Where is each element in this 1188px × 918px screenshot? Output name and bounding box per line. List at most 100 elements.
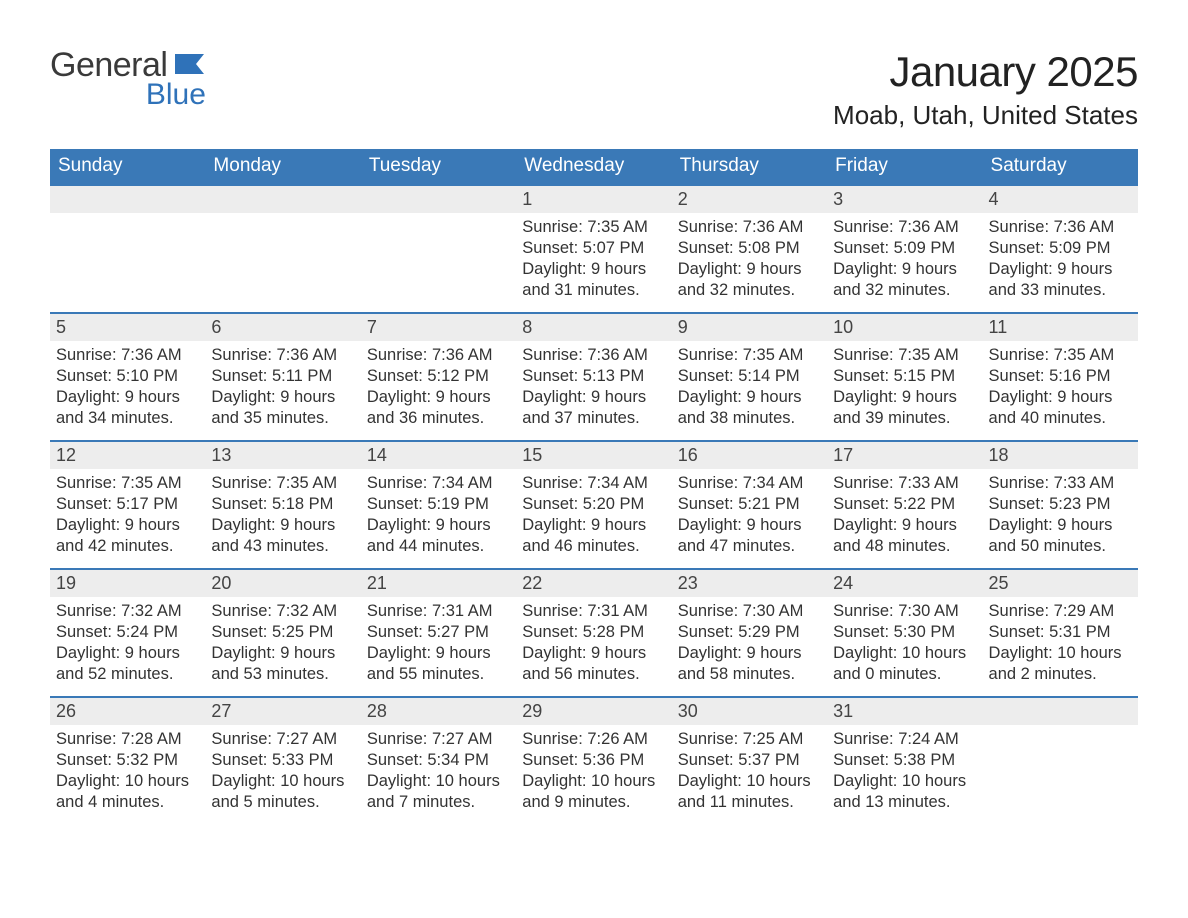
sunset-text: Sunset: 5:30 PM [833,622,976,643]
day1-text: Daylight: 10 hours [833,771,976,792]
day-number: 8 [516,312,671,341]
day1-text: Daylight: 9 hours [211,643,354,664]
calendar-week-row: 5Sunrise: 7:36 AMSunset: 5:10 PMDaylight… [50,312,1138,440]
day-number: 20 [205,568,360,597]
day-number: 13 [205,440,360,469]
day2-text: and 2 minutes. [989,664,1132,685]
day1-text: Daylight: 9 hours [367,515,510,536]
calendar-day-cell: 4Sunrise: 7:36 AMSunset: 5:09 PMDaylight… [983,184,1138,312]
calendar-day-cell: 5Sunrise: 7:36 AMSunset: 5:10 PMDaylight… [50,312,205,440]
day-details: Sunrise: 7:34 AMSunset: 5:19 PMDaylight:… [361,469,516,563]
calendar-day-cell: 15Sunrise: 7:34 AMSunset: 5:20 PMDayligh… [516,440,671,568]
day-details: Sunrise: 7:35 AMSunset: 5:17 PMDaylight:… [50,469,205,563]
sunrise-text: Sunrise: 7:35 AM [989,345,1132,366]
day2-text: and 48 minutes. [833,536,976,557]
day1-text: Daylight: 9 hours [367,387,510,408]
day-number: 7 [361,312,516,341]
sunset-text: Sunset: 5:15 PM [833,366,976,387]
day1-text: Daylight: 10 hours [56,771,199,792]
day-details: Sunrise: 7:35 AMSunset: 5:15 PMDaylight:… [827,341,982,435]
sunset-text: Sunset: 5:21 PM [678,494,821,515]
sunset-text: Sunset: 5:28 PM [522,622,665,643]
day-details: Sunrise: 7:36 AMSunset: 5:09 PMDaylight:… [983,213,1138,307]
day1-text: Daylight: 9 hours [211,387,354,408]
sunrise-text: Sunrise: 7:31 AM [522,601,665,622]
calendar-day-cell: 27Sunrise: 7:27 AMSunset: 5:33 PMDayligh… [205,696,360,824]
day2-text: and 32 minutes. [678,280,821,301]
sunrise-text: Sunrise: 7:30 AM [833,601,976,622]
day-number: 6 [205,312,360,341]
sunrise-text: Sunrise: 7:36 AM [833,217,976,238]
calendar-day-cell: 17Sunrise: 7:33 AMSunset: 5:22 PMDayligh… [827,440,982,568]
day2-text: and 34 minutes. [56,408,199,429]
day-number: 2 [672,184,827,213]
day-number: 29 [516,696,671,725]
day2-text: and 53 minutes. [211,664,354,685]
day-number: 21 [361,568,516,597]
day-number [50,184,205,213]
sunset-text: Sunset: 5:07 PM [522,238,665,259]
calendar-day-cell: 21Sunrise: 7:31 AMSunset: 5:27 PMDayligh… [361,568,516,696]
calendar-day-cell: 25Sunrise: 7:29 AMSunset: 5:31 PMDayligh… [983,568,1138,696]
day1-text: Daylight: 9 hours [522,387,665,408]
day2-text: and 32 minutes. [833,280,976,301]
day-number: 28 [361,696,516,725]
day-details: Sunrise: 7:36 AMSunset: 5:12 PMDaylight:… [361,341,516,435]
day-number: 23 [672,568,827,597]
day2-text: and 36 minutes. [367,408,510,429]
day1-text: Daylight: 9 hours [522,515,665,536]
day-number: 3 [827,184,982,213]
day-details: Sunrise: 7:34 AMSunset: 5:21 PMDaylight:… [672,469,827,563]
sunrise-text: Sunrise: 7:32 AM [56,601,199,622]
day1-text: Daylight: 9 hours [833,515,976,536]
day1-text: Daylight: 9 hours [833,387,976,408]
day1-text: Daylight: 9 hours [56,515,199,536]
day2-text: and 55 minutes. [367,664,510,685]
calendar-day-cell: 18Sunrise: 7:33 AMSunset: 5:23 PMDayligh… [983,440,1138,568]
day2-text: and 0 minutes. [833,664,976,685]
calendar-week-row: 26Sunrise: 7:28 AMSunset: 5:32 PMDayligh… [50,696,1138,824]
brand-logo: General Blue [50,48,208,112]
day2-text: and 43 minutes. [211,536,354,557]
sunset-text: Sunset: 5:23 PM [989,494,1132,515]
day2-text: and 47 minutes. [678,536,821,557]
sunrise-text: Sunrise: 7:36 AM [367,345,510,366]
sunrise-text: Sunrise: 7:32 AM [211,601,354,622]
day-number [361,184,516,213]
sunset-text: Sunset: 5:29 PM [678,622,821,643]
day1-text: Daylight: 9 hours [989,387,1132,408]
sunrise-text: Sunrise: 7:35 AM [522,217,665,238]
sunset-text: Sunset: 5:36 PM [522,750,665,771]
day-details: Sunrise: 7:33 AMSunset: 5:22 PMDaylight:… [827,469,982,563]
sunset-text: Sunset: 5:18 PM [211,494,354,515]
calendar-day-cell: 13Sunrise: 7:35 AMSunset: 5:18 PMDayligh… [205,440,360,568]
calendar-day-cell: 8Sunrise: 7:36 AMSunset: 5:13 PMDaylight… [516,312,671,440]
calendar-day-cell [50,184,205,312]
day-number: 17 [827,440,982,469]
day-details: Sunrise: 7:26 AMSunset: 5:36 PMDaylight:… [516,725,671,819]
day-details: Sunrise: 7:33 AMSunset: 5:23 PMDaylight:… [983,469,1138,563]
location-label: Moab, Utah, United States [833,100,1138,131]
sunset-text: Sunset: 5:22 PM [833,494,976,515]
sunset-text: Sunset: 5:31 PM [989,622,1132,643]
day-number: 11 [983,312,1138,341]
sunrise-text: Sunrise: 7:33 AM [833,473,976,494]
calendar-day-cell: 1Sunrise: 7:35 AMSunset: 5:07 PMDaylight… [516,184,671,312]
calendar-day-cell: 7Sunrise: 7:36 AMSunset: 5:12 PMDaylight… [361,312,516,440]
weekday-header: Monday [205,149,360,184]
title-block: January 2025 Moab, Utah, United States [833,48,1138,131]
calendar-day-cell: 23Sunrise: 7:30 AMSunset: 5:29 PMDayligh… [672,568,827,696]
day-number: 26 [50,696,205,725]
day-details: Sunrise: 7:27 AMSunset: 5:33 PMDaylight:… [205,725,360,819]
sunrise-text: Sunrise: 7:34 AM [678,473,821,494]
calendar-day-cell: 16Sunrise: 7:34 AMSunset: 5:21 PMDayligh… [672,440,827,568]
sunrise-text: Sunrise: 7:36 AM [56,345,199,366]
day-details: Sunrise: 7:31 AMSunset: 5:27 PMDaylight:… [361,597,516,691]
day-number: 5 [50,312,205,341]
day1-text: Daylight: 10 hours [989,643,1132,664]
sunrise-text: Sunrise: 7:36 AM [678,217,821,238]
sunset-text: Sunset: 5:08 PM [678,238,821,259]
header: General Blue January 2025 Moab, Utah, Un… [50,48,1138,131]
day-details: Sunrise: 7:28 AMSunset: 5:32 PMDaylight:… [50,725,205,819]
weekday-header: Wednesday [516,149,671,184]
